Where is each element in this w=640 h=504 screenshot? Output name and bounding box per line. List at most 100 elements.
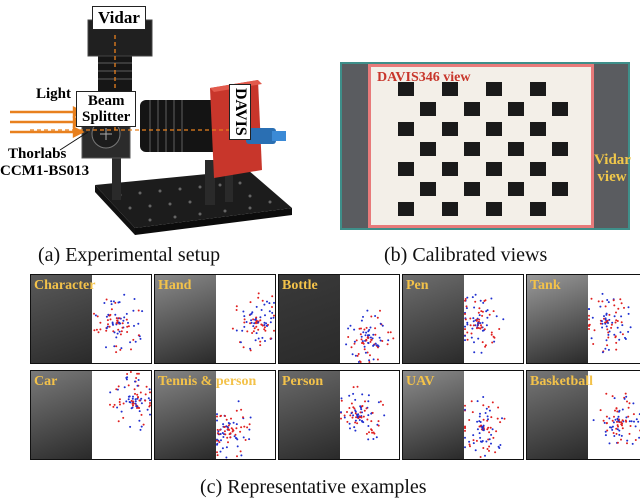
event-dot <box>115 345 118 348</box>
event-dot <box>611 321 614 324</box>
event-dot <box>115 336 118 339</box>
event-dot <box>604 434 607 437</box>
event-dot <box>363 409 366 412</box>
event-dot <box>227 426 229 429</box>
event-dot <box>219 450 222 453</box>
event-dot <box>372 438 375 440</box>
checker-square <box>398 122 414 136</box>
event-dot <box>259 340 262 343</box>
event-dot <box>471 296 474 299</box>
event-dot <box>118 317 121 320</box>
event-dot <box>246 426 249 429</box>
event-dot <box>345 343 348 346</box>
event-dot <box>610 326 613 329</box>
event-dot <box>119 333 122 336</box>
event-dot <box>607 301 610 304</box>
event-dot <box>230 417 232 420</box>
event-dot <box>476 428 479 431</box>
event-dot <box>250 312 253 315</box>
event-dot <box>226 436 229 439</box>
event-dot <box>133 324 135 327</box>
event-dot <box>134 340 137 343</box>
event-dot <box>221 432 224 434</box>
example-label: Tank <box>530 278 561 293</box>
event-dot <box>232 421 235 424</box>
event-dot <box>129 371 132 373</box>
event-dot <box>484 345 487 348</box>
event-dot <box>249 322 252 325</box>
event-dot <box>471 327 474 330</box>
event-dot <box>615 311 617 314</box>
event-dot <box>484 344 487 347</box>
event-dot <box>127 398 130 401</box>
event-dot <box>242 436 245 439</box>
event-dot <box>222 423 225 426</box>
event-dot <box>482 396 485 398</box>
event-dot <box>464 446 466 449</box>
event-dot <box>137 322 140 325</box>
event-dot <box>487 418 489 421</box>
event-dot <box>115 322 118 325</box>
checker-square <box>508 182 524 196</box>
event-dot <box>236 438 239 441</box>
event-dot <box>250 321 253 324</box>
event-dot <box>251 311 254 314</box>
event-dot <box>243 425 246 428</box>
event-dot <box>106 319 109 322</box>
event-dot <box>369 326 372 329</box>
event-dot <box>626 442 628 445</box>
event-dot <box>599 305 602 308</box>
event-dot <box>371 411 374 414</box>
event-dot <box>219 433 222 435</box>
event-scatter <box>109 371 151 431</box>
event-dot <box>490 442 492 445</box>
event-dot <box>621 424 623 427</box>
event-dot <box>216 413 218 416</box>
event-dot <box>220 439 222 442</box>
event-dot <box>99 328 102 331</box>
event-dot <box>113 345 116 348</box>
event-dot <box>354 410 357 413</box>
event-dot <box>625 395 628 398</box>
event-dot <box>117 301 120 304</box>
event-dot <box>239 430 242 433</box>
event-dot <box>121 326 124 329</box>
event-dot <box>125 318 128 321</box>
event-dot <box>255 316 258 319</box>
event-dot <box>367 330 370 333</box>
event-dot <box>139 337 142 340</box>
event-dot <box>603 317 605 320</box>
event-dot <box>613 333 616 336</box>
event-dot <box>377 345 380 348</box>
event-dot <box>343 416 346 419</box>
event-dot <box>116 319 119 322</box>
event-dot <box>618 338 621 341</box>
event-dot <box>349 324 352 327</box>
event-dot <box>479 456 482 458</box>
event-dot <box>607 348 610 351</box>
caption-c: (c) Representative examples <box>200 476 427 498</box>
event-dot <box>351 416 354 419</box>
event-dot <box>468 419 471 421</box>
event-dot <box>376 316 379 319</box>
vidar-view-line2: view <box>597 169 627 185</box>
event-dot <box>377 401 380 404</box>
event-dot <box>268 310 271 313</box>
breadboard-plate <box>95 170 292 228</box>
event-dot <box>227 422 230 424</box>
checker-square <box>508 142 524 156</box>
event-dot <box>481 310 484 313</box>
event-dot <box>348 394 351 397</box>
event-dot <box>270 317 273 320</box>
event-dot <box>367 438 370 441</box>
event-dot <box>354 419 357 422</box>
example-label: Car <box>34 374 58 389</box>
event-dot <box>372 358 375 361</box>
event-dot <box>243 315 246 318</box>
event-dot <box>485 440 488 443</box>
event-dot <box>140 413 143 416</box>
checker-square <box>486 122 502 136</box>
event-dot <box>257 296 260 299</box>
event-dot <box>368 431 370 434</box>
event-dot <box>492 436 495 439</box>
